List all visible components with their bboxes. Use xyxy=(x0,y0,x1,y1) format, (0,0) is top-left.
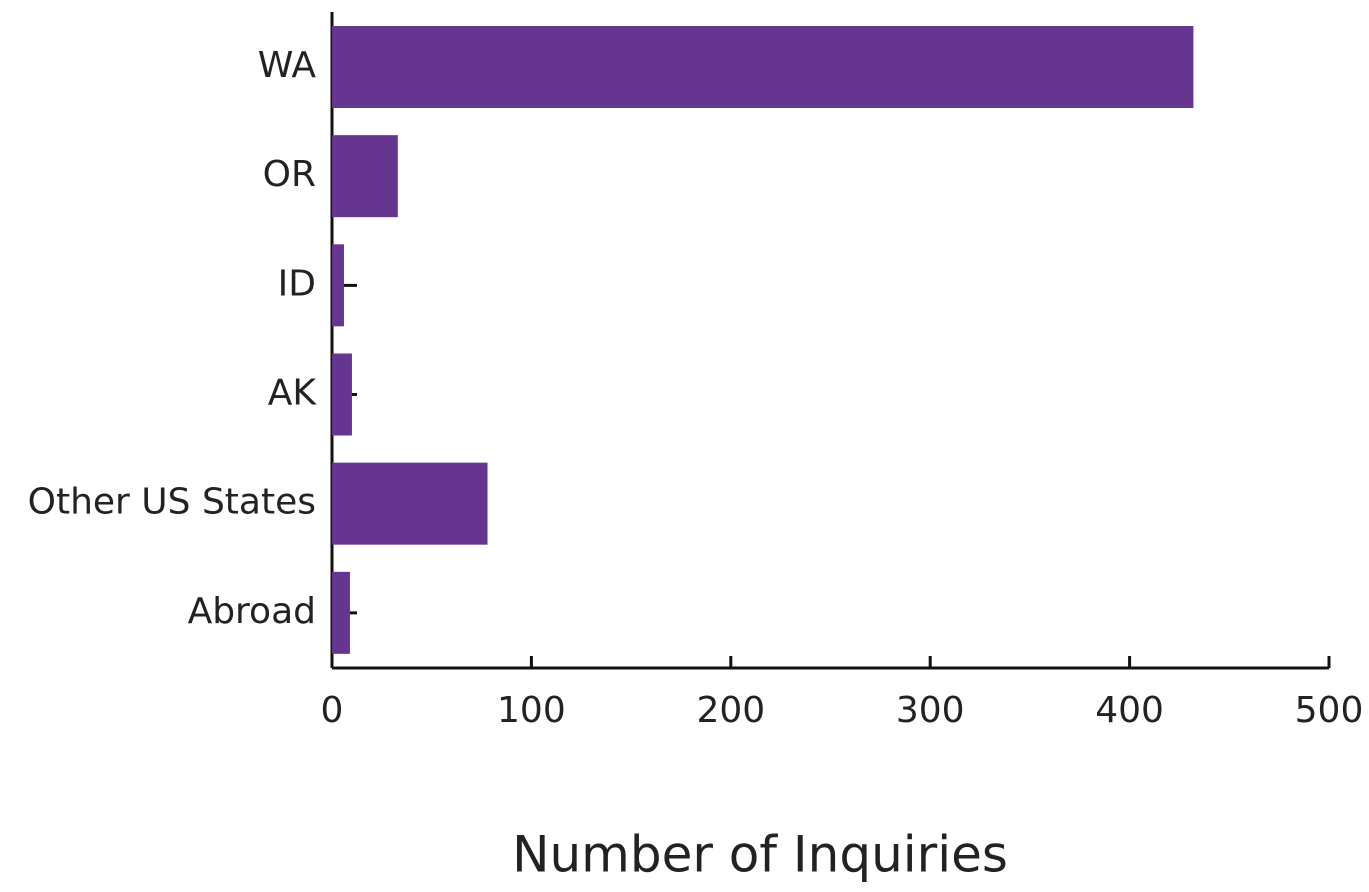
y-tick-label: Other US States xyxy=(28,482,316,523)
y-tick-label: ID xyxy=(278,263,316,304)
y-tick-label: OR xyxy=(263,154,316,195)
x-tick-label: 300 xyxy=(896,690,965,731)
x-tick-label: 500 xyxy=(1295,690,1364,731)
bar xyxy=(332,353,352,436)
x-tick-label: 200 xyxy=(696,690,765,731)
y-tick-label: AK xyxy=(268,373,318,414)
bar xyxy=(332,571,350,654)
x-tick-label: 100 xyxy=(497,690,566,731)
bar xyxy=(332,26,1194,108)
y-tick-label: WA xyxy=(258,45,317,86)
bar xyxy=(332,135,398,218)
bar xyxy=(332,244,344,327)
bar xyxy=(332,462,488,545)
x-axis-label: Number of Inquiries xyxy=(512,826,1008,884)
y-tick-label: Abroad xyxy=(188,591,316,632)
x-tick-label: 0 xyxy=(321,690,344,731)
x-tick-label: 400 xyxy=(1095,690,1164,731)
